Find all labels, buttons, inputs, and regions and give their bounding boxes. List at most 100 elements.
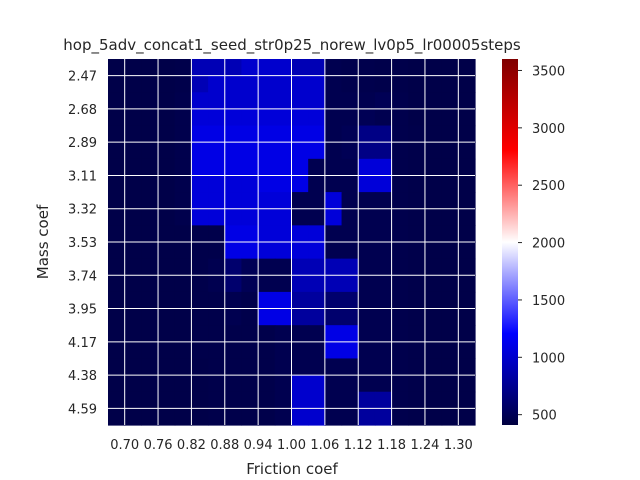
heatmap-cell xyxy=(358,325,376,343)
heatmap-cell xyxy=(424,75,443,93)
heatmap-cell xyxy=(124,125,142,143)
heatmap-cell xyxy=(291,142,309,160)
heatmap-cell xyxy=(458,225,476,243)
heatmap-cell xyxy=(324,175,343,193)
heatmap-cell xyxy=(141,308,159,326)
heatmap-cell xyxy=(191,391,209,409)
heatmap-cell xyxy=(458,275,476,293)
heatmap-cell xyxy=(441,325,459,343)
heatmap-cell xyxy=(458,75,476,93)
heatmap-cell xyxy=(424,175,443,193)
heatmap-cell xyxy=(274,358,293,376)
heatmap-cell xyxy=(124,75,142,93)
heatmap-cell xyxy=(191,275,209,293)
x-tick-label: 1.12 xyxy=(344,438,373,453)
heatmap-cell xyxy=(108,208,126,226)
heatmap-cell xyxy=(258,59,276,77)
heatmap-cell xyxy=(358,258,376,276)
heatmap-cell xyxy=(191,92,209,110)
heatmap-cell xyxy=(258,92,276,110)
heatmap-cell xyxy=(108,158,126,177)
colorbar-tick-label: 500 xyxy=(532,409,557,424)
heatmap-cell xyxy=(341,175,359,193)
heatmap-cell xyxy=(158,391,176,409)
heatmap-cell xyxy=(241,308,259,326)
heatmap-cell xyxy=(174,408,193,426)
heatmap-cell xyxy=(391,175,409,193)
heatmap-cell xyxy=(108,375,126,393)
heatmap-cell xyxy=(374,291,393,310)
heatmap-cell xyxy=(158,225,176,243)
heatmap-cell xyxy=(241,242,259,260)
heatmap-cell xyxy=(141,142,159,160)
heatmap-cell xyxy=(158,108,176,127)
heatmap-cell xyxy=(174,225,193,243)
heatmap-cell xyxy=(274,242,293,260)
heatmap-cell xyxy=(141,208,159,226)
heatmap-cell xyxy=(124,341,142,360)
heatmap-cell xyxy=(141,375,159,393)
heatmap-cell xyxy=(324,358,343,376)
heatmap-cell xyxy=(391,375,409,393)
heatmap-cell xyxy=(191,375,209,393)
heatmap-cell xyxy=(241,258,259,276)
heatmap-cell xyxy=(224,92,243,110)
heatmap-cell xyxy=(341,408,359,426)
heatmap-cell xyxy=(424,358,443,376)
heatmap-cell xyxy=(258,391,276,409)
heatmap-cell xyxy=(374,208,393,226)
heatmap-cell xyxy=(241,125,259,143)
heatmap-cell xyxy=(458,258,476,276)
heatmap-cell xyxy=(408,125,426,143)
heatmap-cell xyxy=(241,358,259,376)
colorbar-tick-label: 3500 xyxy=(532,64,565,79)
heatmap-cell xyxy=(341,325,359,343)
heatmap-cell xyxy=(408,242,426,260)
heatmap-cell xyxy=(224,308,243,326)
heatmap-cell xyxy=(458,158,476,177)
heatmap-cell xyxy=(341,108,359,127)
heatmap-cell xyxy=(441,408,459,426)
heatmap-cell xyxy=(191,358,209,376)
heatmap-cell xyxy=(358,208,376,226)
heatmap-cell xyxy=(191,208,209,226)
heatmap-cell xyxy=(308,175,326,193)
heatmap-cell xyxy=(391,208,409,226)
y-tick-label: 4.59 xyxy=(68,402,97,417)
heatmap-cell xyxy=(241,59,259,77)
colorbar-tick-label: 2000 xyxy=(532,237,565,252)
heatmap-cell xyxy=(174,108,193,127)
heatmap-cell xyxy=(324,158,343,177)
heatmap-cell xyxy=(258,208,276,226)
heatmap-cell xyxy=(424,341,443,360)
heatmap-cell xyxy=(174,308,193,326)
heatmap-cell xyxy=(174,158,193,177)
heatmap-cell xyxy=(441,225,459,243)
heatmap-cell xyxy=(308,59,326,77)
heatmap-cell xyxy=(208,341,226,360)
heatmap-cell xyxy=(224,375,243,393)
heatmap-cell xyxy=(291,59,309,77)
heatmap-cell xyxy=(124,291,142,310)
heatmap-cell xyxy=(208,308,226,326)
heatmap-cell xyxy=(441,375,459,393)
heatmap-cell xyxy=(141,291,159,310)
heatmap-cell xyxy=(424,158,443,177)
heatmap-cell xyxy=(224,192,243,210)
heatmap-cell xyxy=(241,108,259,127)
heatmap-cell xyxy=(374,242,393,260)
heatmap-cell xyxy=(308,391,326,409)
heatmap-cell xyxy=(124,242,142,260)
heatmap-cell xyxy=(441,108,459,127)
heatmap-cell xyxy=(341,308,359,326)
heatmap-cell xyxy=(258,358,276,376)
heatmap-cell xyxy=(124,108,142,127)
heatmap-cell xyxy=(358,341,376,360)
heatmap-cell xyxy=(191,242,209,260)
heatmap-cell xyxy=(258,158,276,177)
colorbar-tick-label: 3000 xyxy=(532,122,565,137)
heatmap-cell xyxy=(391,275,409,293)
heatmap-cell xyxy=(274,341,293,360)
y-tick-label: 3.11 xyxy=(68,169,97,184)
heatmap-cell xyxy=(441,308,459,326)
